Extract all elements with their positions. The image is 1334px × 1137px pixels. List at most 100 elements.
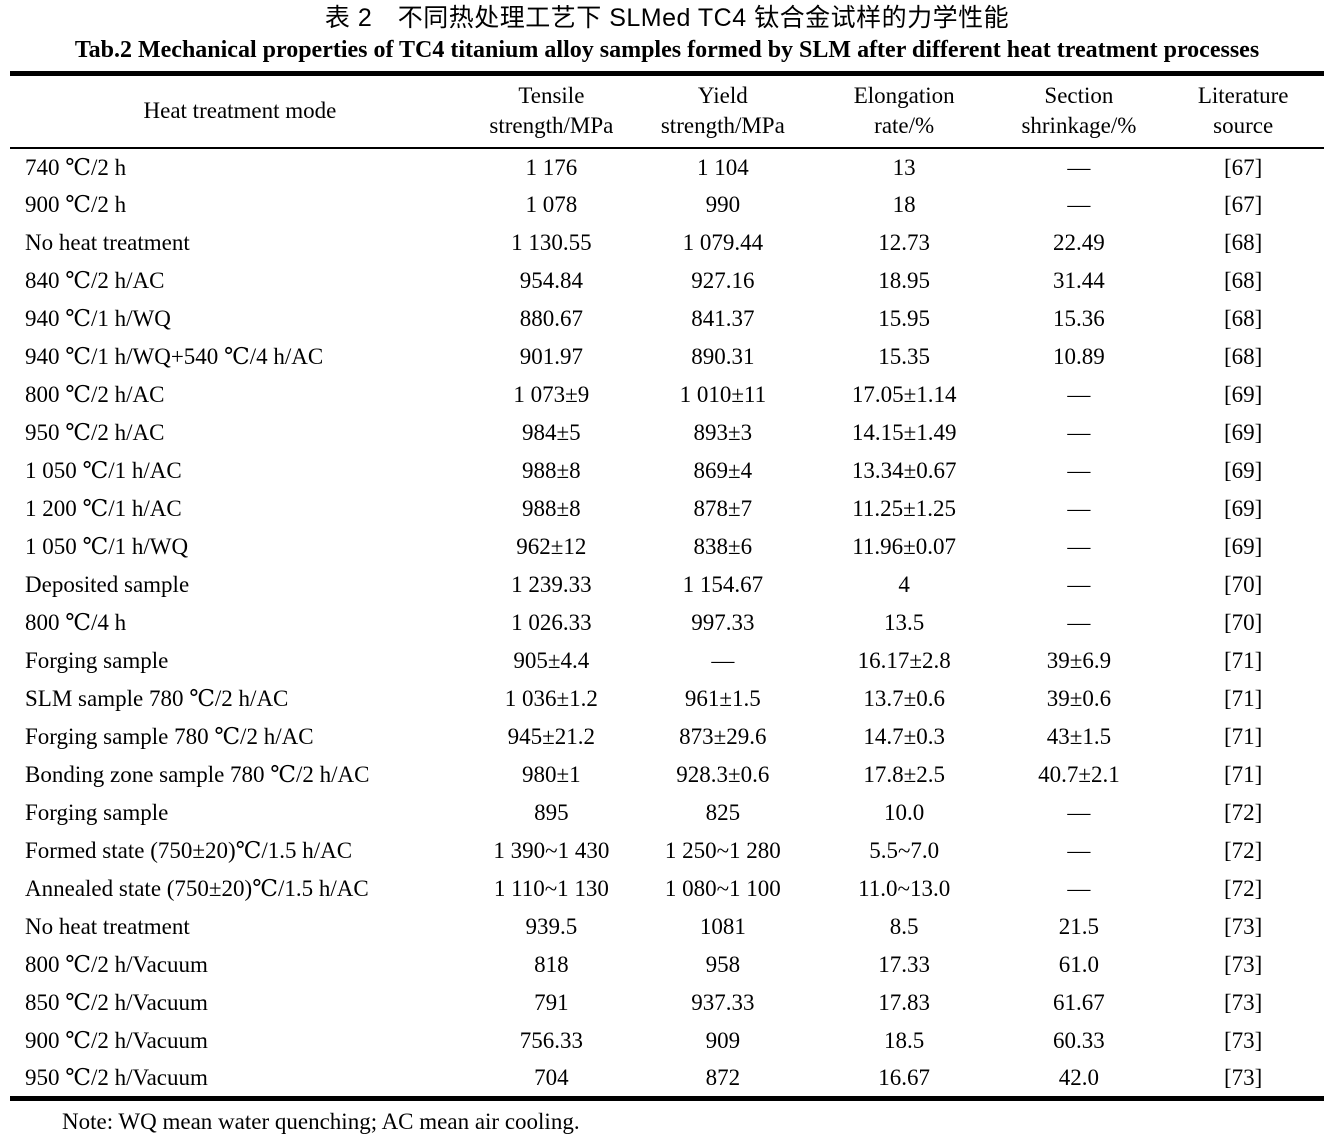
elongation-rate-cell: 15.35	[878, 344, 931, 369]
header-label: Elongation	[853, 83, 955, 108]
literature-source-cell: [73]	[1224, 1064, 1263, 1090]
table-row: Forging sample 905±4.4 — 16.17±2.8 39±6.…	[10, 642, 1324, 680]
heat-treatment-mode-cell: Annealed state (750±20)℃/1.5 h/AC	[25, 876, 369, 901]
yield-strength-cell: 825	[705, 800, 741, 825]
heat-treatment-mode-cell: 800 ℃/4 h	[25, 610, 127, 635]
yield-strength-cell: 878±7	[693, 496, 753, 521]
elongation-rate-cell: 17.8±2.5	[863, 762, 945, 787]
heat-treatment-mode-cell: Formed state (750±20)℃/1.5 h/AC	[25, 838, 353, 863]
literature-source-cell: [68]	[1224, 268, 1263, 293]
yield-strength-cell: 869±4	[693, 458, 753, 483]
table-row: 1 200 ℃/1 h/AC 988±8 878±7 11.25±1.25 — …	[10, 490, 1324, 528]
heat-treatment-mode-cell: Deposited sample	[25, 572, 190, 597]
section-shrinkage-cell: 60.33	[1053, 1028, 1105, 1053]
table-header: Heat treatment mode Tensile strength/MPa…	[10, 73, 1324, 149]
yield-strength-cell: 893±3	[693, 420, 753, 445]
header-label: Yield	[697, 83, 748, 108]
col-header-tensile-strength: Tensile strength/MPa	[469, 73, 633, 149]
col-header-yield-strength: Yield strength/MPa	[632, 73, 813, 149]
section-shrinkage-cell: —	[1067, 496, 1091, 521]
heat-treatment-mode-cell: 850 ℃/2 h/Vacuum	[25, 990, 208, 1015]
yield-strength-cell: 872	[705, 1064, 741, 1090]
heat-treatment-mode-cell: 950 ℃/2 h/AC	[25, 420, 165, 445]
table-title-en: Tab.2 Mechanical properties of TC4 titan…	[74, 37, 1260, 63]
literature-source-cell: [70]	[1224, 610, 1263, 635]
heat-treatment-mode-cell: 1 200 ℃/1 h/AC	[25, 496, 182, 521]
yield-strength-cell: 1 080~1 100	[664, 876, 781, 901]
elongation-rate-cell: 16.67	[878, 1064, 931, 1090]
yield-strength-cell: 961±1.5	[684, 686, 761, 711]
tensile-strength-cell: 1 130.55	[511, 230, 592, 255]
yield-strength-cell: 890.31	[691, 344, 755, 369]
section-shrinkage-cell: 39±6.9	[1046, 648, 1112, 673]
literature-source-cell: [68]	[1224, 306, 1263, 331]
tensile-strength-cell: 988±8	[522, 496, 581, 521]
yield-strength-cell: 1 154.67	[682, 572, 764, 597]
col-header-heat-treatment-mode: Heat treatment mode	[10, 73, 470, 149]
heat-treatment-mode-cell: Bonding zone sample 780 ℃/2 h/AC	[25, 762, 370, 787]
tensile-strength-cell: 704	[534, 1064, 569, 1090]
heat-treatment-mode-cell: 900 ℃/2 h	[25, 192, 127, 217]
table-row: 800 ℃/4 h 1 026.33 997.33 13.5 — [70]	[10, 604, 1324, 642]
section-shrinkage-cell: —	[1067, 838, 1091, 863]
literature-source-cell: [73]	[1224, 914, 1263, 939]
heat-treatment-mode-cell: 1 050 ℃/1 h/AC	[25, 458, 182, 483]
col-header-literature-source: Literature source	[1162, 73, 1324, 149]
table-row: 940 ℃/1 h/WQ+540 ℃/4 h/AC 901.97 890.31 …	[10, 338, 1324, 376]
elongation-rate-cell: 8.5	[889, 914, 919, 939]
elongation-rate-cell: 18.5	[884, 1028, 925, 1053]
yield-strength-cell: 1 104	[696, 154, 749, 180]
elongation-rate-cell: 4	[898, 572, 910, 597]
tensile-strength-cell: 756.33	[519, 1028, 583, 1053]
tensile-strength-cell: 905±4.4	[513, 648, 590, 673]
elongation-rate-cell: 15.95	[878, 306, 931, 331]
heat-treatment-mode-cell: 800 ℃/2 h/AC	[25, 382, 165, 407]
tensile-strength-cell: 988±8	[522, 458, 581, 483]
header-label: source	[1213, 113, 1274, 138]
literature-source-cell: [72]	[1224, 800, 1263, 825]
section-shrinkage-cell: 10.89	[1053, 344, 1105, 369]
elongation-rate-cell: 11.0~13.0	[858, 876, 951, 901]
yield-strength-cell: —	[711, 648, 735, 673]
header-row: Heat treatment mode Tensile strength/MPa…	[10, 73, 1324, 149]
table-row: Bonding zone sample 780 ℃/2 h/AC 980±1 9…	[10, 756, 1324, 794]
literature-source-cell: [67]	[1224, 154, 1263, 180]
section-shrinkage-cell: 31.44	[1053, 268, 1105, 293]
header-label: strength/MPa	[660, 113, 785, 138]
heat-treatment-mode-cell: Forging sample	[25, 648, 169, 673]
heat-treatment-mode-cell: SLM sample 780 ℃/2 h/AC	[25, 686, 289, 711]
literature-source-cell: [69]	[1224, 420, 1263, 445]
yield-strength-cell: 838±6	[693, 534, 753, 559]
col-header-section-shrinkage: Section shrinkage/%	[995, 73, 1163, 149]
section-shrinkage-cell: 15.36	[1053, 306, 1105, 331]
literature-source-cell: [67]	[1224, 192, 1263, 217]
yield-strength-cell: 958	[705, 952, 741, 977]
literature-source-cell: [69]	[1224, 382, 1263, 407]
table-row: 940 ℃/1 h/WQ 880.67 841.37 15.95 15.36 […	[10, 300, 1324, 338]
heat-treatment-mode-cell: Forging sample	[25, 800, 169, 825]
yield-strength-cell: 927.16	[691, 268, 755, 293]
table-row: 950 ℃/2 h/AC 984±5 893±3 14.15±1.49 — [6…	[10, 414, 1324, 452]
section-shrinkage-cell: —	[1067, 192, 1091, 217]
yield-strength-cell: 928.3±0.6	[676, 762, 770, 787]
literature-source-cell: [68]	[1224, 230, 1263, 255]
section-shrinkage-cell: 61.0	[1058, 952, 1100, 977]
col-header-elongation-rate: Elongation rate/%	[812, 73, 996, 149]
table-note: Note: WQ mean water quenching; AC mean a…	[62, 1108, 580, 1134]
elongation-rate-cell: 13.7±0.6	[863, 686, 945, 711]
elongation-rate-cell: 17.83	[878, 990, 931, 1015]
tensile-strength-cell: 1 026.33	[511, 610, 592, 635]
heat-treatment-mode-cell: No heat treatment	[25, 914, 190, 939]
header-label: Heat treatment mode	[143, 98, 337, 123]
section-shrinkage-cell: 61.67	[1053, 990, 1105, 1015]
tensile-strength-cell: 880.67	[519, 306, 583, 331]
table-row: 840 ℃/2 h/AC 954.84 927.16 18.95 31.44 […	[10, 262, 1324, 300]
elongation-rate-cell: 5.5~7.0	[869, 838, 940, 863]
heat-treatment-mode-cell: 740 ℃/2 h	[25, 154, 127, 180]
elongation-rate-cell: 11.96±0.07	[852, 534, 957, 559]
literature-source-cell: [73]	[1224, 1028, 1263, 1053]
table-title-zh: 表 2 不同热处理工艺下 SLMed TC4 钛合金试样的力学性能	[324, 4, 1010, 32]
tensile-strength-cell: 1 036±1.2	[504, 686, 598, 711]
literature-source-cell: [69]	[1224, 458, 1263, 483]
heat-treatment-mode-cell: 940 ℃/1 h/WQ+540 ℃/4 h/AC	[25, 344, 324, 369]
